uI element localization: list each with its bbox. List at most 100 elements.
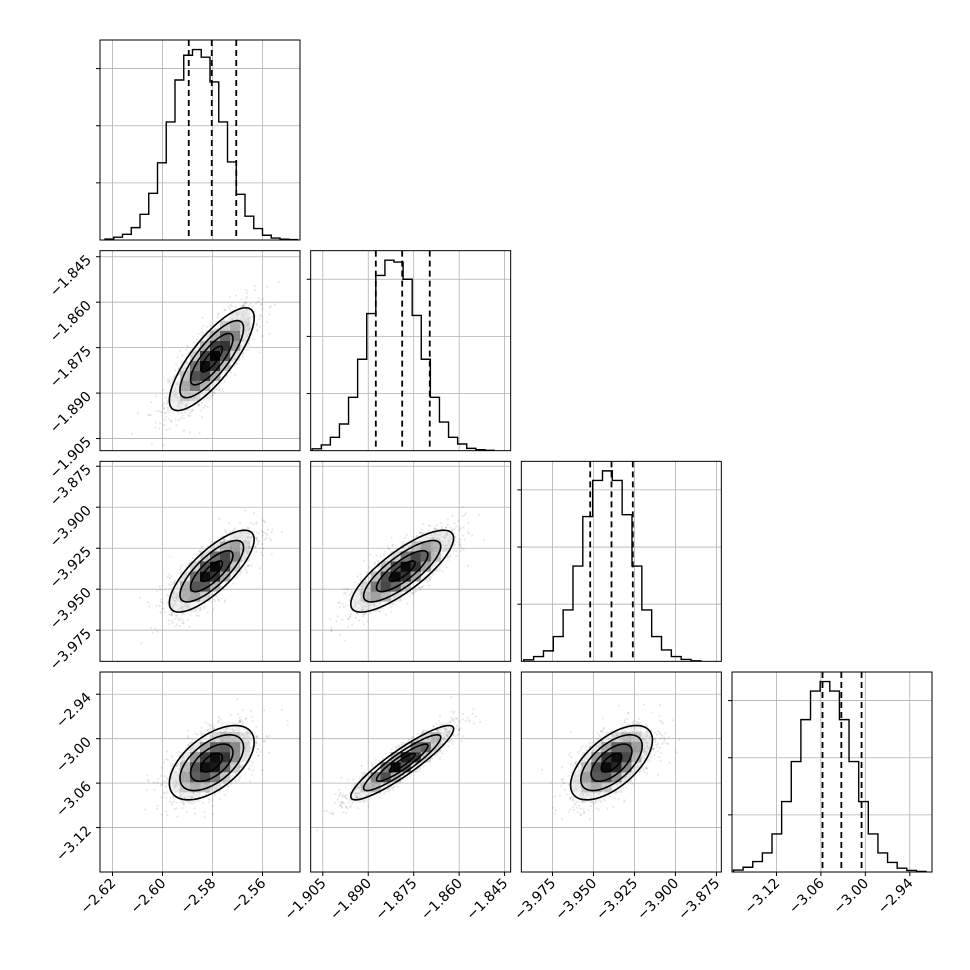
- scatter-point: [201, 801, 205, 804]
- scatter-point: [162, 607, 165, 610]
- scatter-point: [258, 540, 261, 543]
- scatter-point: [212, 394, 215, 397]
- scatter-point: [175, 781, 178, 784]
- scatter-point: [201, 324, 205, 327]
- scatter-point: [163, 791, 166, 794]
- scatter-point: [261, 519, 264, 522]
- scatter-point: [341, 618, 344, 621]
- scatter-point: [197, 559, 200, 562]
- scatter-point: [183, 759, 186, 762]
- scatter-point: [207, 334, 210, 337]
- scatter-point: [265, 320, 269, 324]
- scatter-point: [181, 619, 184, 622]
- scatter-point: [179, 617, 182, 620]
- scatter-point: [346, 588, 350, 591]
- scatter-point: [411, 591, 414, 595]
- density-cell: [360, 601, 371, 612]
- density-cell: [380, 571, 391, 582]
- scatter-point: [330, 628, 333, 632]
- density-cell: [220, 541, 231, 552]
- scatter-point: [260, 315, 263, 318]
- scatter-point: [181, 429, 184, 432]
- scatter-point: [358, 599, 361, 602]
- scatter-point: [377, 567, 380, 570]
- scatter-point: [170, 602, 173, 606]
- scatter-point: [268, 734, 271, 737]
- scatter-point: [412, 535, 415, 539]
- scatter-point: [370, 603, 373, 606]
- scatter-point: [451, 528, 454, 531]
- scatter-point: [255, 550, 258, 553]
- scatter-point: [155, 604, 158, 607]
- scatter-point: [447, 539, 450, 542]
- scatter-point: [358, 592, 361, 596]
- scatter-point: [261, 298, 264, 301]
- density-cell: [230, 541, 241, 552]
- scatter-point: [156, 804, 159, 807]
- density-cell: [410, 541, 421, 552]
- scatter-point: [176, 382, 179, 386]
- scatter-point: [244, 568, 247, 571]
- scatter-point: [262, 546, 265, 550]
- scatter-point: [239, 718, 242, 721]
- scatter-point: [154, 426, 157, 429]
- scatter-point: [235, 317, 239, 320]
- scatter-point: [170, 420, 173, 423]
- scatter-point: [441, 570, 445, 573]
- scatter-point: [177, 750, 181, 753]
- scatter-point: [184, 403, 187, 407]
- scatter-point: [270, 530, 273, 534]
- scatter-point: [177, 411, 180, 415]
- scatter-point: [243, 555, 247, 559]
- scatter-point: [158, 410, 161, 413]
- scatter-point: [254, 310, 257, 313]
- scatter-point: [362, 623, 366, 626]
- scatter-point: [178, 607, 181, 610]
- scatter-point: [446, 555, 450, 558]
- scatter-point: [166, 402, 169, 405]
- scatter-point: [257, 296, 261, 300]
- scatter-point: [368, 566, 371, 569]
- scatter-point: [196, 553, 199, 556]
- scatter-point: [164, 785, 167, 788]
- scatter-point: [255, 735, 258, 738]
- scatter-point: [344, 591, 347, 594]
- scatter-point: [240, 297, 243, 301]
- scatter-point: [188, 795, 191, 798]
- scatter-point: [266, 285, 269, 288]
- scatter-point: [435, 524, 438, 527]
- scatter-point: [257, 299, 260, 302]
- scatter-point: [176, 587, 179, 590]
- scatter-point: [453, 543, 456, 546]
- scatter-point: [215, 595, 219, 598]
- density-cell: [420, 551, 431, 562]
- scatter-point: [197, 403, 200, 406]
- scatter-point: [450, 537, 453, 540]
- density-cell: [230, 340, 241, 351]
- scatter-point: [263, 531, 266, 534]
- scatter-point: [138, 596, 142, 599]
- scatter-point: [181, 613, 184, 616]
- scatter-point: [181, 354, 184, 357]
- scatter-point: [165, 428, 168, 431]
- scatter-point: [162, 388, 165, 391]
- scatter-point: [172, 783, 176, 786]
- density-cell: [240, 310, 251, 321]
- scatter-point: [233, 572, 236, 575]
- scatter-point: [217, 312, 220, 315]
- scatter-point: [348, 598, 351, 602]
- scatter-point: [166, 575, 169, 578]
- density-cell: [190, 581, 201, 592]
- scatter-point: [342, 605, 345, 609]
- scatter-point: [268, 332, 271, 335]
- scatter-point: [362, 613, 365, 616]
- scatter-point: [244, 309, 248, 312]
- scatter-point: [180, 400, 183, 403]
- scatter-point: [356, 601, 360, 604]
- scatter-point: [256, 330, 259, 333]
- scatter-point: [239, 720, 242, 724]
- scatter-point: [249, 302, 253, 306]
- scatter-point: [150, 626, 153, 630]
- scatter-point: [418, 539, 422, 542]
- scatter-point: [419, 531, 422, 535]
